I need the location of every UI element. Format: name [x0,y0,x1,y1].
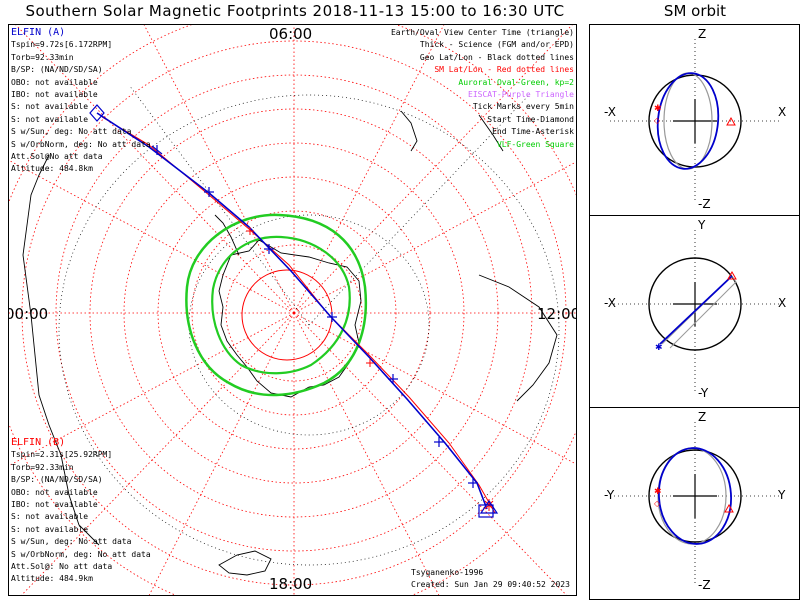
axis-label-bottom: -Z [698,578,711,592]
antarctic-peninsula [214,214,240,256]
legend-item: Geo Lat/Lon - Black dotted lines [419,52,574,62]
sm-grid [9,25,576,595]
hour-label-top: 06:00 [269,25,313,43]
orbit-panel-xz: ✱ ◇ Z -Z -X X [589,24,800,216]
elfin-b-line: B/SP: (NA/ND/SD/SA) [11,475,103,485]
axis-label-top: Y [698,218,706,232]
axis-label-left: -Y [604,488,615,502]
marker-asterisk: ✱ [654,487,662,497]
orbit-xy-plot: ✱ [610,230,781,394]
axis-label-right: Y [778,488,786,502]
elfin-a-line: S: not available [11,114,89,124]
elfin-a-track [96,112,488,510]
new-zealand-coastline [400,110,504,152]
elfin-b-line: Tspin=2.31s[25.92RPM] [11,450,113,460]
elfin-b-line: Torb=92.33min [11,462,74,472]
elfin-b-line: OBO: not available [11,487,98,497]
legend-item: Tick Marks every 5min [472,102,574,112]
elfin-b-info: ELFIN (B) Tspin=2.31s[25.92RPM] Torb=92.… [11,437,151,586]
orbit-title: SM orbit [663,2,727,20]
elfin-a-line: S: not available [11,102,89,112]
axis-label-right: X [778,105,787,119]
orbit-yz-plot: ✱ ◇ [610,422,781,586]
hour-label-left: 00:00 [8,305,49,323]
end-marker-box [478,504,494,518]
elfin-a-line: Altitude: 484.8km [11,164,93,174]
orbit-panel-yz: ✱ ◇ Z -Z -Y Y [589,407,800,600]
marker-asterisk: ✱ [654,104,662,114]
orbit-yz-blue [658,447,732,545]
legend-item: VLF-Green Square [496,139,574,149]
elfin-a-info: ELFIN (A) Tspin=9.72s[6.172RPM] Torb=92.… [11,27,151,176]
hour-label-bottom: 18:00 [269,575,313,593]
orbit-xy-gray-arc [669,275,737,349]
australia-coastline [478,274,558,402]
elfin-a-line: S w/OrbNorm, deg: No att data [11,139,151,149]
elfin-b-name: ELFIN (B) [11,437,66,448]
axis-label-top: Z [698,410,707,424]
elfin-a-line: S w/Sun, deg: No att data [11,127,132,137]
elfin-b-line: IBO: not available [11,500,98,510]
start-diamond [89,104,105,122]
elfin-b-line: Att.Sol@: No att data [11,562,113,572]
footprint-map-panel: 06:00 00:00 12:00 18:00 ELFIN (A) Tspin=… [8,24,577,596]
legend-item: End Time-Asterisk [492,127,574,137]
axis-label-top: Z [698,27,707,41]
orbit-xz-plot: ✱ ◇ [610,39,781,203]
axis-label-left: -X [604,296,616,310]
elfin-a-line: OBO: not available [11,77,98,87]
legend: Earth/Oval View Center Time (triangle) T… [391,27,574,151]
antarctica-coastline [218,239,362,398]
marker-triangle [726,116,736,126]
legend-item: Start Time-Diamond [487,114,574,124]
footer: Tsyganenko-1996 Created: Sun Jan 29 09:4… [411,567,570,592]
marker-triangle [724,503,734,513]
legend-item: Thick - Science (FGM and/or EPD) [419,40,574,50]
elfin-a-line: IBO: not available [11,90,98,100]
africa-coastline [218,550,272,576]
marker-asterisk: ✱ [655,343,663,353]
created-label: Created: Sun Jan 29 09:40:52 2023 [411,580,570,590]
axis-label-right: X [778,296,787,310]
elfin-b-line: S: not available [11,512,89,522]
page-title: Southern Solar Magnetic Footprints 2018-… [25,2,565,20]
south-america-coastline [22,154,100,546]
elfin-a-line: B/SP: (NA/ND/SD/SA) [11,65,103,75]
elfin-b-line: S w/OrbNorm, deg: No att data [11,549,151,559]
elfin-b-line: S: not available [11,524,89,534]
auroral-oval-inner [211,235,351,375]
marker-diamond: ◇ [654,116,661,125]
axis-label-bottom: -Y [698,386,709,400]
sm-pole-circle [241,269,333,361]
elfin-b-line: Altitude: 484.9km [11,574,93,584]
elfin-a-ticks [151,145,478,488]
polar-map [9,25,576,595]
elfin-b-line: S w/Sun, deg: No att data [11,537,132,547]
model-label: Tsyganenko-1996 [411,568,484,577]
axis-label-bottom: -Z [698,197,711,211]
elfin-a-line: Att.Sol@No att data [11,152,103,162]
orbit-xy-blue [659,275,733,345]
hour-label-right: 12:00 [537,305,577,323]
legend-item: EISCAT-Purple Triangle [468,90,574,100]
marker-diamond: ◇ [654,499,661,508]
orbit-xz-blue [656,72,720,170]
legend-item: Auroral Oval-Green, kp=2 [458,77,574,87]
elfin-a-name: ELFIN (A) [11,27,66,38]
elfin-a-line: Torb=92.33min [11,52,74,62]
orbit-panel-xy: ✱ Y -Y -X X [589,215,800,408]
legend-item: SM Lat/Lon - Red dotted lines [434,65,574,75]
legend-item: Earth/Oval View Center Time (triangle) [390,28,574,37]
axis-label-left: -X [604,105,616,119]
elfin-a-line: Tspin=9.72s[6.172RPM] [11,40,113,50]
elfin-b-ticks [246,227,374,367]
auroral-oval-outer [185,213,367,397]
geo-grid [58,84,560,566]
marker-triangle [727,270,737,280]
